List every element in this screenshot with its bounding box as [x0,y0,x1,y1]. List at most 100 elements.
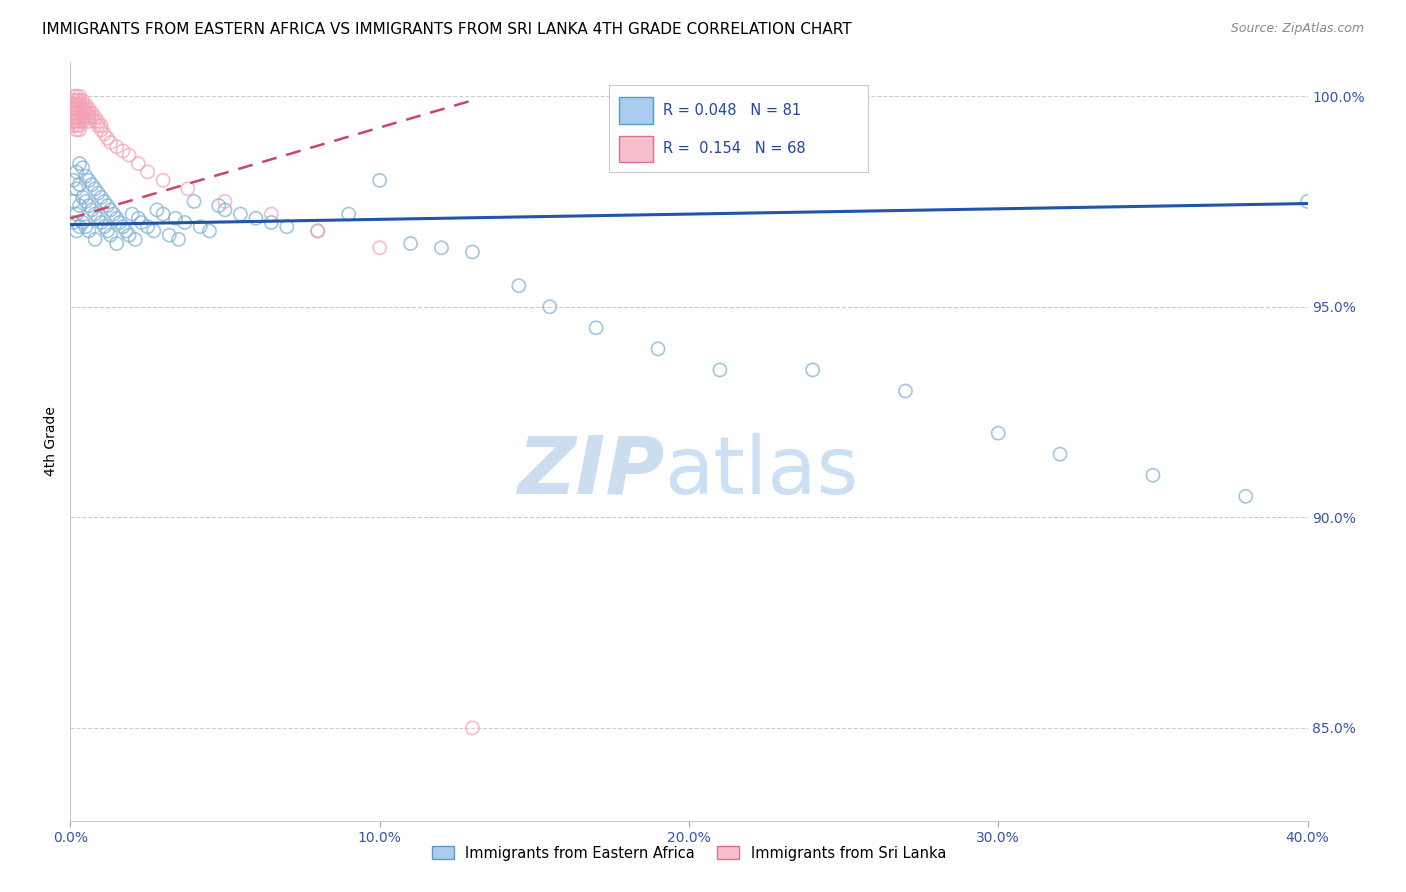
Point [84,207,107,221]
Point [368,241,391,255]
Point [75,106,97,120]
Point [75,194,97,209]
Point [69,97,91,112]
Point [80,202,103,217]
Point [115,224,138,238]
Point [62,173,84,187]
Point [80,110,103,124]
Point [65,93,87,107]
Point [165,211,187,226]
Point [118,148,141,162]
Point [131,215,153,229]
Point [87,186,110,200]
Point [69,89,91,103]
Point [307,224,329,238]
Point [62,102,84,116]
Point [80,178,103,192]
Point [93,127,115,141]
Point [96,224,118,238]
Point [84,114,107,128]
Point [65,182,87,196]
Point [77,110,100,124]
Point [100,202,122,217]
Point [72,93,94,107]
Point [93,194,115,209]
Point [142,224,165,238]
Point [461,244,484,259]
Point [77,102,100,116]
Point [84,110,107,124]
Point [72,190,94,204]
Point [430,241,453,255]
Point [65,207,87,221]
Point [87,114,110,128]
Point [72,106,94,120]
Point [69,219,91,234]
Text: IMMIGRANTS FROM EASTERN AFRICA VS IMMIGRANTS FROM SRI LANKA 4TH GRADE CORRELATIO: IMMIGRANTS FROM EASTERN AFRICA VS IMMIGR… [42,22,852,37]
Point [62,194,84,209]
Point [1234,489,1257,503]
Point [136,219,159,234]
Point [146,202,169,217]
Point [77,224,100,238]
Point [62,106,84,120]
Point [69,199,91,213]
Point [72,161,94,175]
Point [69,106,91,120]
Point [62,119,84,133]
Point [100,228,122,243]
Point [62,114,84,128]
Point [152,207,174,221]
Point [177,182,200,196]
Point [65,89,87,103]
Point [65,119,87,133]
Point [62,110,84,124]
Point [90,215,112,229]
Point [157,228,180,243]
Point [214,202,236,217]
Point [801,363,824,377]
Point [307,224,329,238]
Point [368,173,391,187]
Point [709,363,731,377]
Point [121,207,143,221]
Text: Source: ZipAtlas.com: Source: ZipAtlas.com [1230,22,1364,36]
Point [105,236,128,251]
Point [461,721,484,735]
Point [65,114,87,128]
Point [127,211,149,226]
Point [62,114,84,128]
Point [152,173,174,187]
Point [65,102,87,116]
Point [62,89,84,103]
Point [188,219,211,234]
Point [65,106,87,120]
Point [65,97,87,112]
Point [105,139,128,153]
Point [647,342,669,356]
Point [65,224,87,238]
Point [173,215,195,229]
Point [894,384,917,398]
Point [65,110,87,124]
Point [118,228,141,243]
Point [96,199,118,213]
Point [65,102,87,116]
Point [69,178,91,192]
Point [65,165,87,179]
Point [337,207,360,221]
Point [72,114,94,128]
Point [72,215,94,229]
Point [105,211,128,226]
Point [87,211,110,226]
Point [229,207,252,221]
Point [69,156,91,170]
Point [93,219,115,234]
Point [1049,447,1071,461]
Point [111,219,134,234]
Point [108,215,131,229]
Point [72,97,94,112]
Point [62,102,84,116]
Point [87,119,110,133]
Point [100,136,122,150]
